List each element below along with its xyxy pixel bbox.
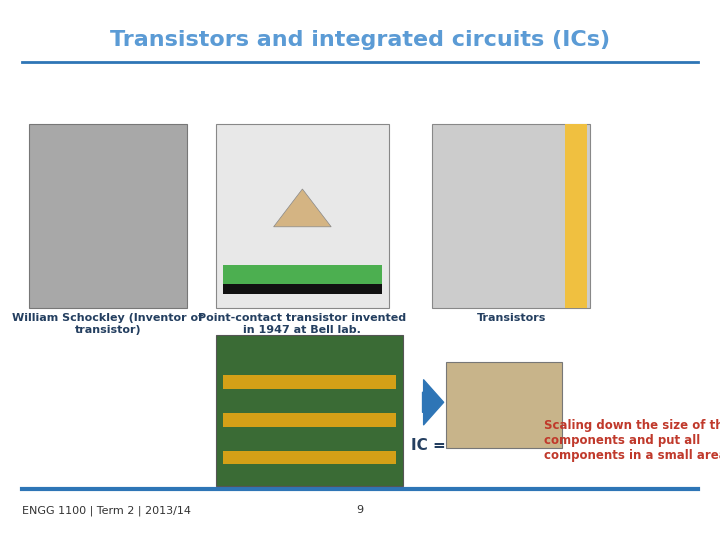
Text: Scaling down the size of the
components and put all
components in a small area: Scaling down the size of the components … xyxy=(544,418,720,462)
FancyBboxPatch shape xyxy=(565,124,587,308)
Polygon shape xyxy=(274,189,331,227)
FancyBboxPatch shape xyxy=(223,284,382,294)
FancyBboxPatch shape xyxy=(446,362,562,448)
FancyBboxPatch shape xyxy=(216,335,403,486)
Text: Point-contact transistor invented
in 1947 at Bell lab.: Point-contact transistor invented in 194… xyxy=(198,313,407,335)
FancyBboxPatch shape xyxy=(223,375,396,389)
FancyBboxPatch shape xyxy=(223,413,396,427)
Text: Transistors and integrated circuits (ICs): Transistors and integrated circuits (ICs… xyxy=(110,30,610,50)
FancyBboxPatch shape xyxy=(223,265,382,286)
Text: ENGG 1100 | Term 2 | 2013/14: ENGG 1100 | Term 2 | 2013/14 xyxy=(22,505,191,516)
Text: Transistors: Transistors xyxy=(477,313,546,323)
FancyBboxPatch shape xyxy=(223,451,396,464)
FancyBboxPatch shape xyxy=(29,124,187,308)
FancyBboxPatch shape xyxy=(432,124,590,308)
Text: 9: 9 xyxy=(356,505,364,515)
Text: IC =: IC = xyxy=(411,438,446,453)
Text: William Schockley (Inventor of
transistor): William Schockley (Inventor of transisto… xyxy=(12,313,204,335)
FancyBboxPatch shape xyxy=(216,124,389,308)
